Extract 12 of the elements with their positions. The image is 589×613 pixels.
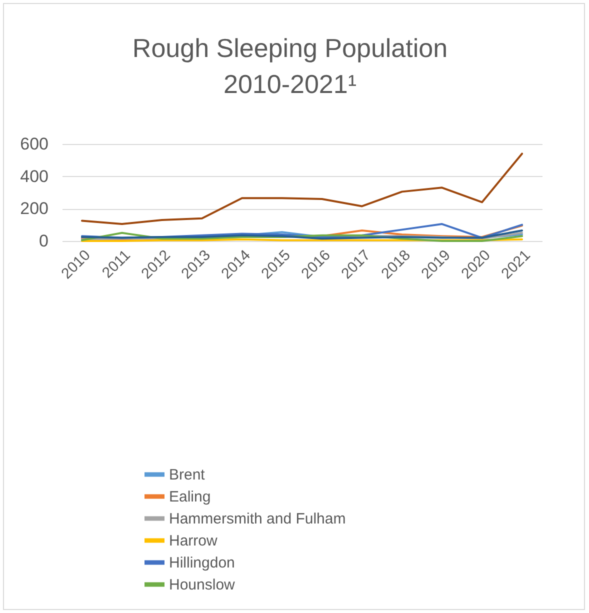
y-tick-label: 0 <box>39 232 48 250</box>
legend-label: Ealing <box>169 488 211 506</box>
line-series <box>81 152 523 226</box>
y-tick-label: 200 <box>20 199 48 218</box>
legend-label: Harrow <box>169 532 218 550</box>
legend-label: Brent <box>169 466 206 484</box>
legend-label: Hounslow <box>169 576 236 594</box>
y-tick-label: 600 <box>20 134 48 154</box>
y-tick-label: 400 <box>20 166 48 186</box>
chart-title: Rough Sleeping Population 2010-2021¹ <box>131 32 449 101</box>
legend-label: Hillingdon <box>169 554 235 572</box>
legend-label: Hammersmith and Fulham <box>169 510 346 528</box>
